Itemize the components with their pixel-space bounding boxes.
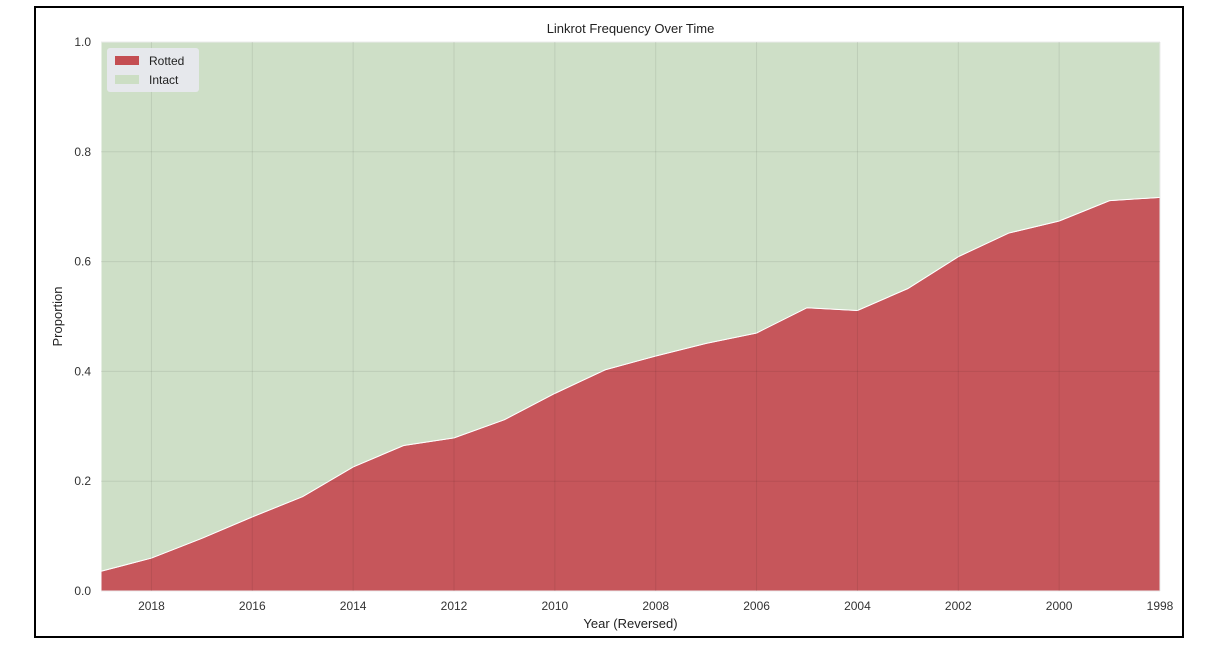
x-tick-label: 2018	[138, 599, 165, 613]
x-tick-label: 2002	[945, 599, 972, 613]
legend: Rotted Intact	[107, 48, 199, 92]
x-tick-label: 2012	[441, 599, 468, 613]
legend-label-rotted: Rotted	[149, 54, 184, 68]
y-tick-label: 0.4	[74, 364, 91, 378]
x-tick-label: 1998	[1147, 599, 1174, 613]
area-intact	[100, 41, 1161, 572]
y-tick-label: 0.6	[74, 255, 91, 269]
x-tick-label: 2000	[1046, 599, 1073, 613]
chart-frame: 2018 2016 2014 2012 2010 2008 2006 2004 2002 2000…	[34, 6, 1184, 638]
x-tick-label: 2006	[743, 599, 770, 613]
y-tick-label: 1.0	[74, 35, 91, 49]
legend-swatch-rotted	[115, 56, 139, 65]
x-tick-label: 2014	[340, 599, 367, 613]
x-tick-label: 2004	[844, 599, 871, 613]
chart-title: Linkrot Frequency Over Time	[547, 21, 715, 36]
linkrot-area-chart: 2018 2016 2014 2012 2010 2008 2006 2004 2002 2000…	[50, 21, 1174, 631]
legend-swatch-intact	[115, 75, 139, 84]
x-axis-label: Year (Reversed)	[583, 616, 677, 631]
legend-label-intact: Intact	[149, 73, 179, 87]
x-tick-label: 2010	[542, 599, 569, 613]
x-tick-label: 2016	[239, 599, 266, 613]
y-tick-label: 0.0	[74, 584, 91, 598]
y-axis-label: Proportion	[50, 287, 65, 347]
y-tick-label: 0.8	[74, 145, 91, 159]
y-tick-label: 0.2	[74, 474, 91, 488]
x-tick-label: 2008	[642, 599, 669, 613]
